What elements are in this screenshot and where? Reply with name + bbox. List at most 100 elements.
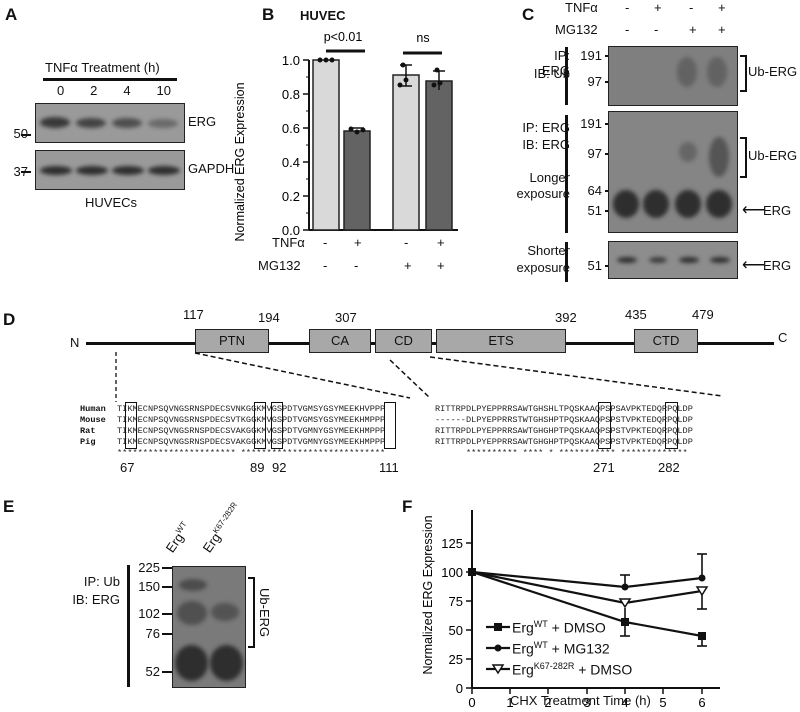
erg-label: ERG [188, 114, 217, 129]
ib-label: IB: Ub [533, 66, 570, 81]
row-label-mg132: MG132 [258, 258, 301, 273]
ib-label: IB: ERG [522, 137, 570, 152]
domain-ets: ETS [436, 329, 566, 353]
site-label: 89 [250, 460, 265, 475]
ub-erg-blot [172, 566, 246, 688]
mw-tick [21, 134, 31, 136]
position-label: 479 [692, 307, 714, 322]
mw-marker: 37 [13, 164, 28, 179]
ub-erg-label: Ub-ERG [748, 148, 798, 163]
row-label-tnf: TNFα [565, 0, 598, 15]
mw-marker: 150 [138, 579, 160, 594]
ub-erg-label: Ub-ERG [748, 64, 798, 79]
sig-label: p<0.01 [324, 30, 363, 44]
exposure-label: Longer [529, 170, 570, 185]
alignment-left: TIKMECNPSQVNGSRNSPDECSVNKGGKMVGSPDTVGMSY… [117, 404, 386, 458]
site-box [384, 402, 396, 449]
site-box [125, 402, 137, 449]
mw-marker: 97 [587, 74, 602, 89]
mw-tick [162, 586, 172, 588]
sig-label: ns [416, 31, 429, 45]
svg-text:0: 0 [456, 681, 463, 696]
mw-marker: 225 [138, 560, 160, 575]
position-label: 307 [335, 310, 357, 325]
site-box [598, 402, 611, 449]
mw-marker: 51 [587, 203, 602, 218]
mw-marker: 52 [145, 664, 160, 679]
bracket-bar [565, 115, 568, 233]
mw-tick [162, 567, 172, 569]
ub-erg-label: Ub-ERG [257, 588, 272, 638]
mw-tick [162, 613, 172, 615]
treatment-row: - + - + [625, 0, 726, 15]
timepoint-row: 0 2 4 10 [44, 83, 184, 98]
svg-text:0.8: 0.8 [282, 87, 300, 102]
erg-blot [35, 103, 185, 143]
svg-text:1: 1 [506, 695, 513, 710]
site-label: 92 [272, 460, 287, 475]
mw-tick [162, 671, 172, 673]
panel-label-f: F [402, 497, 413, 516]
bracket [740, 137, 747, 178]
treatment-row: - + - + [323, 235, 445, 250]
mw-marker: 97 [587, 146, 602, 161]
timepoint: 4 [123, 83, 131, 98]
alignment-right: RITTRPDLPYEPPRRSAWTGHSHLTPQSKAAQPSPSAVPK… [435, 404, 693, 458]
c-terminus: C [778, 330, 788, 345]
mw-marker: 191 [580, 116, 602, 131]
timepoint: 10 [156, 83, 171, 98]
site-box [271, 402, 283, 449]
position-label: 117 [183, 307, 204, 322]
bracket [740, 55, 747, 92]
header-underline [43, 78, 177, 81]
mw-marker: 64 [587, 183, 602, 198]
lane-label: ErgWT [162, 519, 189, 556]
site-label: 67 [120, 460, 135, 475]
svg-text:5: 5 [659, 695, 666, 710]
position-label: 392 [555, 310, 577, 325]
panel-label-d: D [3, 310, 16, 329]
domain-ptn: PTN [195, 329, 269, 353]
treatment-row: - - + + [323, 258, 445, 273]
svg-text:3: 3 [583, 695, 590, 710]
domain-ca: CA [309, 329, 371, 353]
domain-cd: CD [375, 329, 432, 353]
mw-tick [21, 171, 31, 173]
line-chart-f: Normalized ERG Expression 0 25 50 75 100… [421, 510, 720, 710]
position-label: 435 [625, 307, 647, 322]
site-box [665, 402, 678, 449]
panel-label-e: E [3, 497, 15, 516]
bracket-bar [565, 47, 568, 105]
zoom-lines [115, 352, 723, 402]
exposure-label: exposure [516, 186, 570, 201]
site-label: 271 [593, 460, 615, 475]
treatment-row: - - + + [625, 22, 726, 37]
svg-text:1.0: 1.0 [282, 53, 300, 68]
position-label: 194 [258, 310, 280, 325]
erg-blot-long [608, 111, 738, 233]
svg-text:100: 100 [441, 565, 463, 580]
bracket-bar [127, 565, 130, 687]
mw-tick [162, 633, 172, 635]
svg-text:0.0: 0.0 [282, 223, 300, 238]
svg-text:0.6: 0.6 [282, 121, 300, 136]
ub-blot [608, 46, 738, 106]
site-label: 282 [658, 460, 680, 475]
chart-title: HUVEC [300, 8, 346, 23]
panel-label-a: A [5, 5, 18, 24]
mw-marker: 102 [138, 606, 160, 621]
legend-item: ErgWT + DMSO [512, 619, 606, 636]
mw-marker: 191 [580, 48, 602, 63]
svg-text:0.4: 0.4 [282, 155, 300, 170]
species-list: Human Mouse Rat Pig [80, 404, 106, 447]
ib-label: IB: ERG [72, 592, 120, 607]
mw-marker: 51 [587, 258, 602, 273]
bar-chart-b: Normalized ERG Expression 0.0 0.2 0.4 0.… [233, 30, 458, 242]
legend [486, 623, 510, 675]
n-terminus: N [70, 335, 80, 350]
row-label-tnf: TNFα [272, 235, 305, 250]
svg-text:4: 4 [621, 695, 628, 710]
y-axis-label: Normalized ERG Expression [233, 82, 247, 241]
exposure-label: exposure [516, 260, 570, 275]
